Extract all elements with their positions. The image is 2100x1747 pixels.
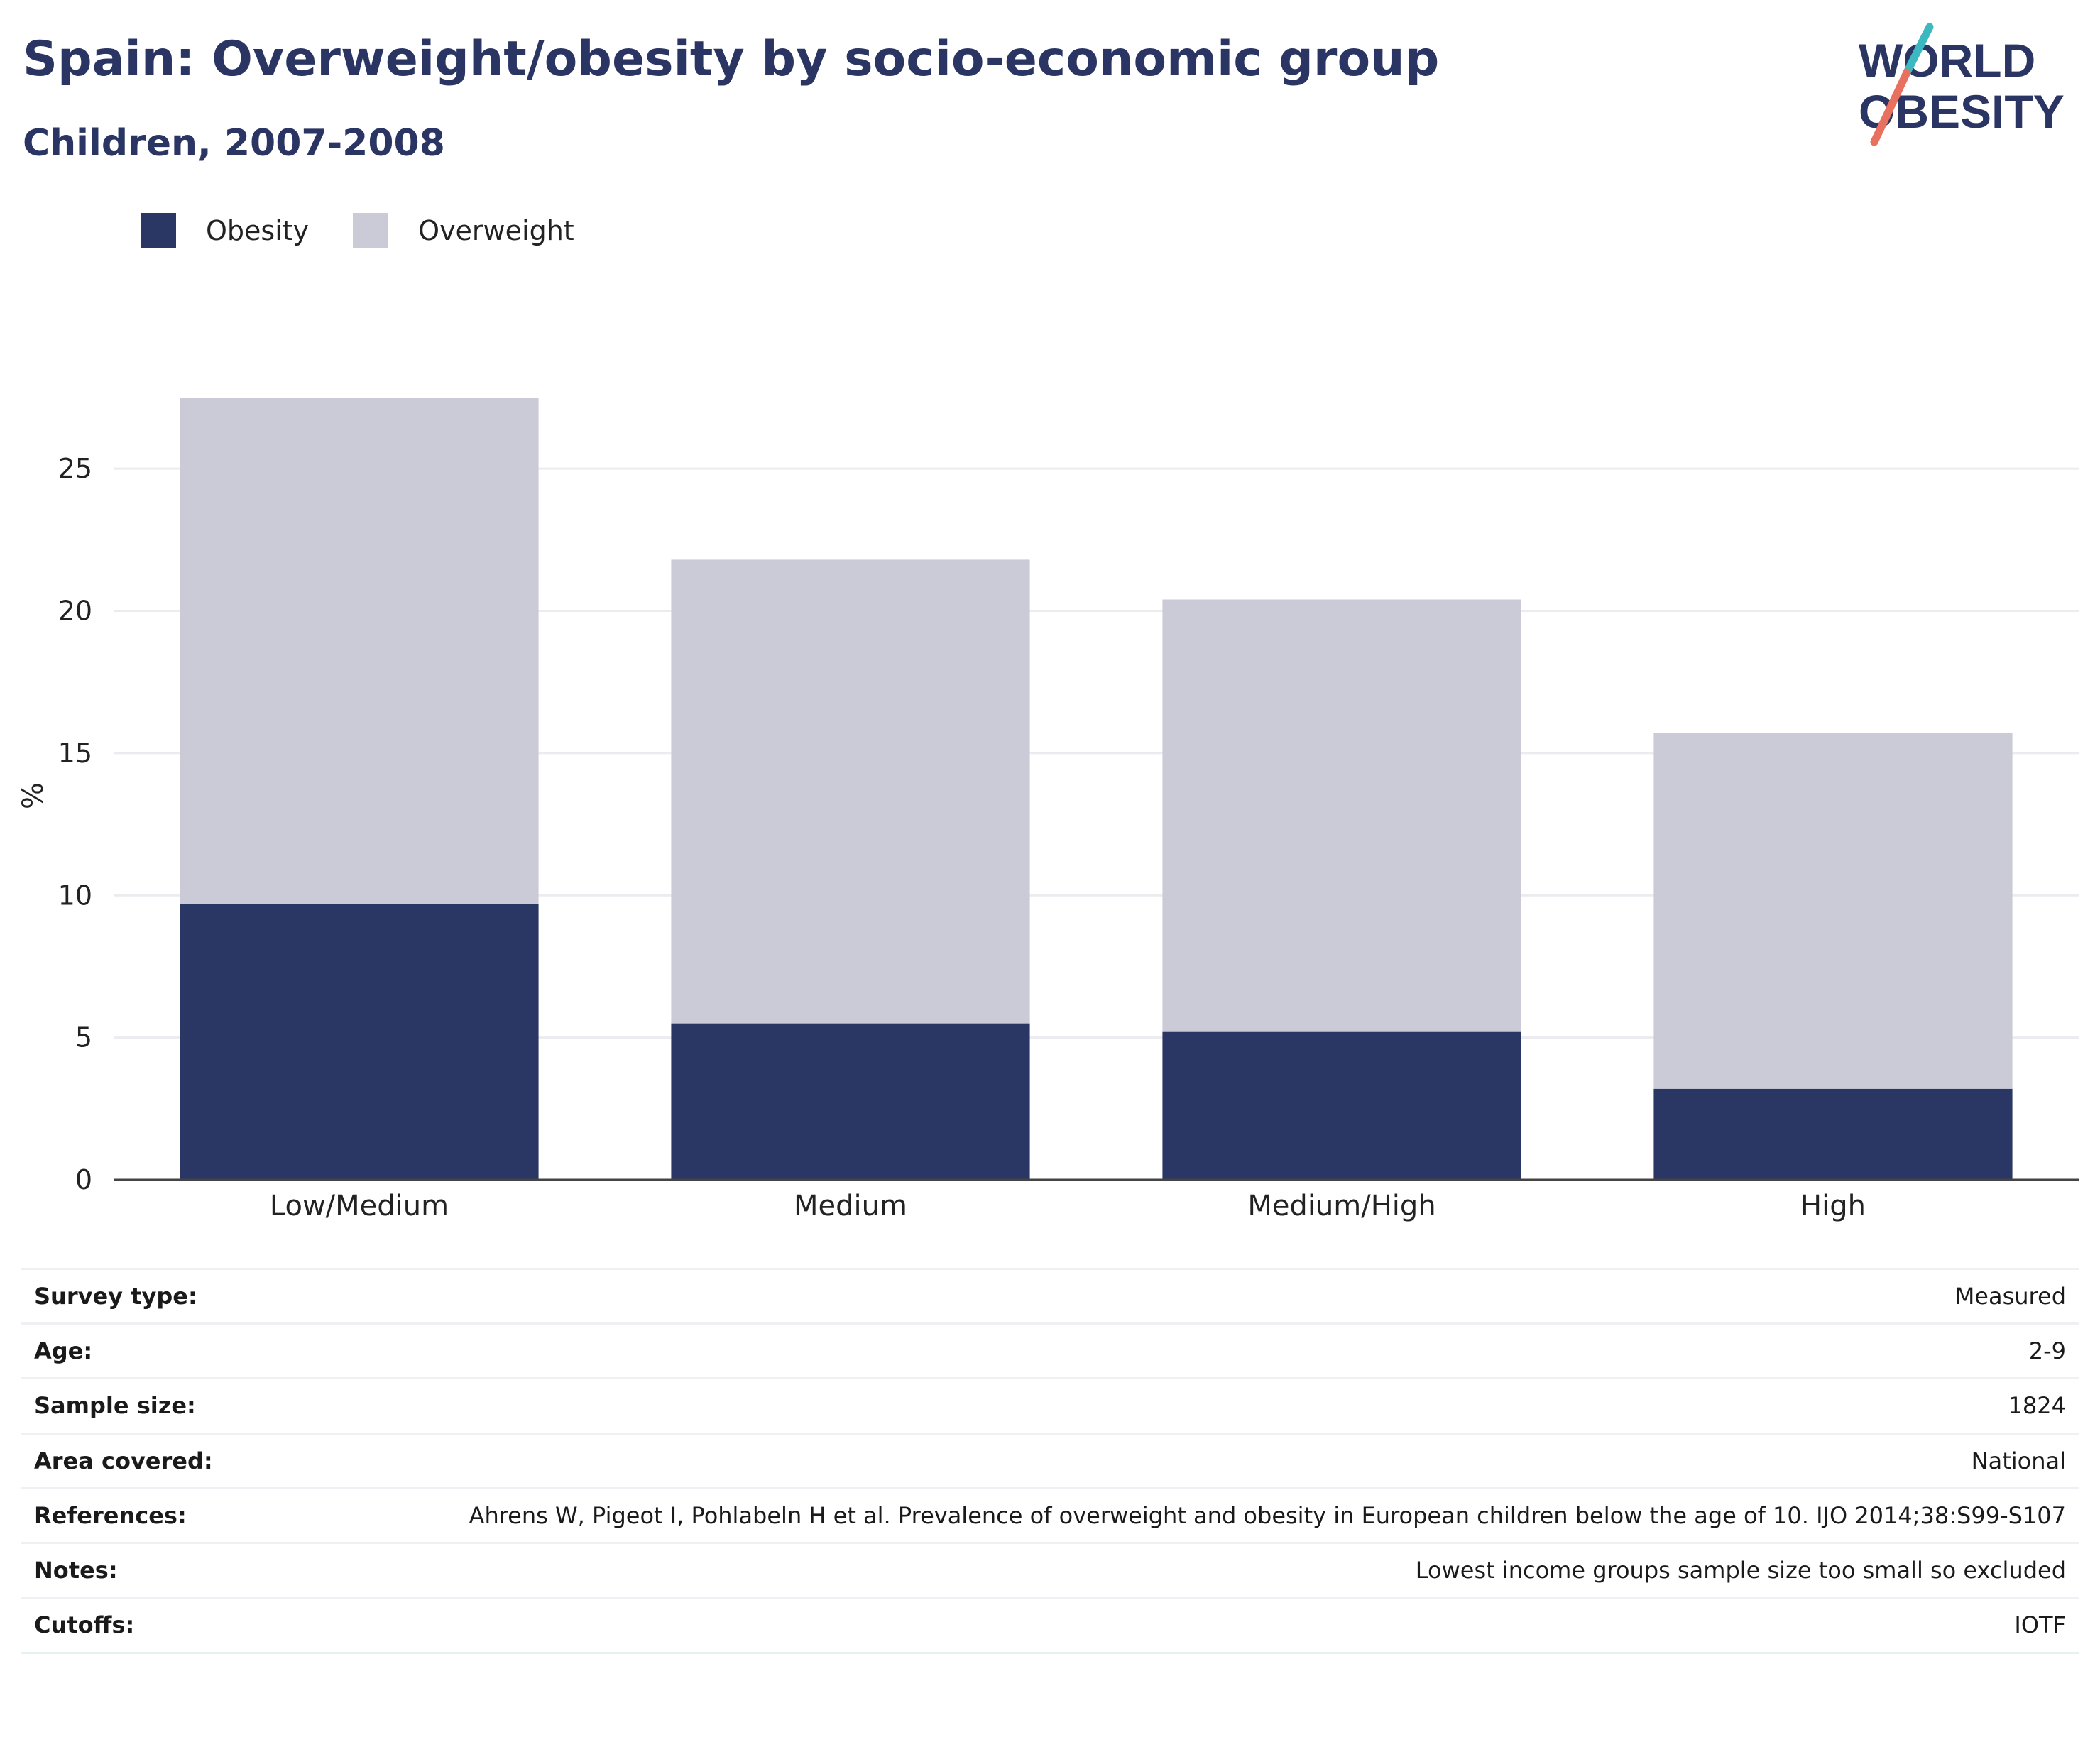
bar-segment-overweight: [1162, 599, 1521, 1032]
y-tick-label: 5: [75, 1022, 92, 1053]
bar-segment-overweight: [671, 559, 1030, 1024]
legend-swatch-obesity: [141, 213, 176, 248]
info-value: National: [345, 1432, 2079, 1489]
info-row: Cutoffs: IOTF: [21, 1597, 2079, 1654]
x-tick-label: High: [1800, 1190, 1866, 1222]
chart-legend: Obesity Overweight: [141, 212, 618, 250]
x-tick-label: Medium/High: [1247, 1190, 1435, 1222]
bar-segment-obesity: [1162, 1031, 1521, 1180]
bar-segment-overweight: [180, 398, 539, 904]
logo-slash-coral: [1870, 68, 1911, 146]
info-row: Area covered: National: [21, 1432, 2079, 1489]
survey-info-table: Survey type: Measured Age: 2-9 Sample size: 1…: [21, 1267, 2079, 1654]
info-row: Survey type: Measured: [21, 1267, 2079, 1324]
y-tick-label: 20: [58, 596, 92, 627]
bar-segment-obesity: [671, 1023, 1030, 1180]
info-key: References:: [21, 1486, 345, 1543]
info-key: Sample size:: [21, 1377, 345, 1434]
world-obesity-logo: WORLD OBESITY: [1859, 23, 2065, 146]
info-value: 1824: [345, 1377, 2079, 1434]
info-key: Survey type:: [21, 1267, 345, 1324]
info-key: Area covered:: [21, 1432, 345, 1489]
info-key: Cutoffs:: [21, 1597, 345, 1654]
info-row: Sample size: 1824: [21, 1377, 2079, 1434]
info-value: IOTF: [345, 1597, 2079, 1654]
bar-segment-overweight: [1653, 733, 2013, 1089]
legend-label-obesity: Obesity: [206, 215, 310, 246]
legend-item-overweight[interactable]: Overweight: [353, 213, 574, 248]
chart-title: Spain: Overweight/obesity by socio-econo…: [23, 31, 1440, 87]
x-tick-label: Medium: [794, 1190, 907, 1222]
y-tick-label: 0: [75, 1164, 92, 1195]
chart-subtitle: Children, 2007-2008: [23, 122, 445, 165]
y-axis-label: %: [17, 782, 50, 809]
stacked-bar-chart: 0 5 10 15 20 25 Low/Medium Medium Medium/High Hig…: [17, 398, 2079, 1222]
legend-item-obesity[interactable]: Obesity: [141, 213, 309, 248]
info-key: Age:: [21, 1322, 345, 1379]
x-tick-label: Low/Medium: [270, 1190, 449, 1222]
y-tick-label: 25: [58, 453, 92, 484]
y-tick-label: 10: [58, 880, 92, 911]
info-value: Measured: [345, 1267, 2079, 1324]
info-row: Notes: Lowest income groups sample size t…: [21, 1542, 2079, 1598]
bar-segment-obesity: [1653, 1088, 2013, 1180]
bar-segment-obesity: [180, 904, 539, 1180]
legend-swatch-overweight: [353, 213, 389, 248]
legend-label-overweight: Overweight: [418, 215, 574, 246]
info-row: References: Ahrens W, Pigeot I, Pohlabeln…: [21, 1486, 2079, 1543]
info-row: Age: 2-9: [21, 1322, 2079, 1379]
info-value: 2-9: [345, 1322, 2079, 1379]
info-value: Lowest income groups sample size too sma…: [345, 1542, 2079, 1598]
y-tick-label: 15: [58, 738, 92, 769]
info-value: Ahrens W, Pigeot I, Pohlabeln H et al. P…: [345, 1486, 2079, 1543]
logo-line-1: WORLD: [1859, 34, 2035, 87]
info-key: Notes:: [21, 1542, 345, 1598]
logo-slash-teal: [1903, 23, 1934, 77]
